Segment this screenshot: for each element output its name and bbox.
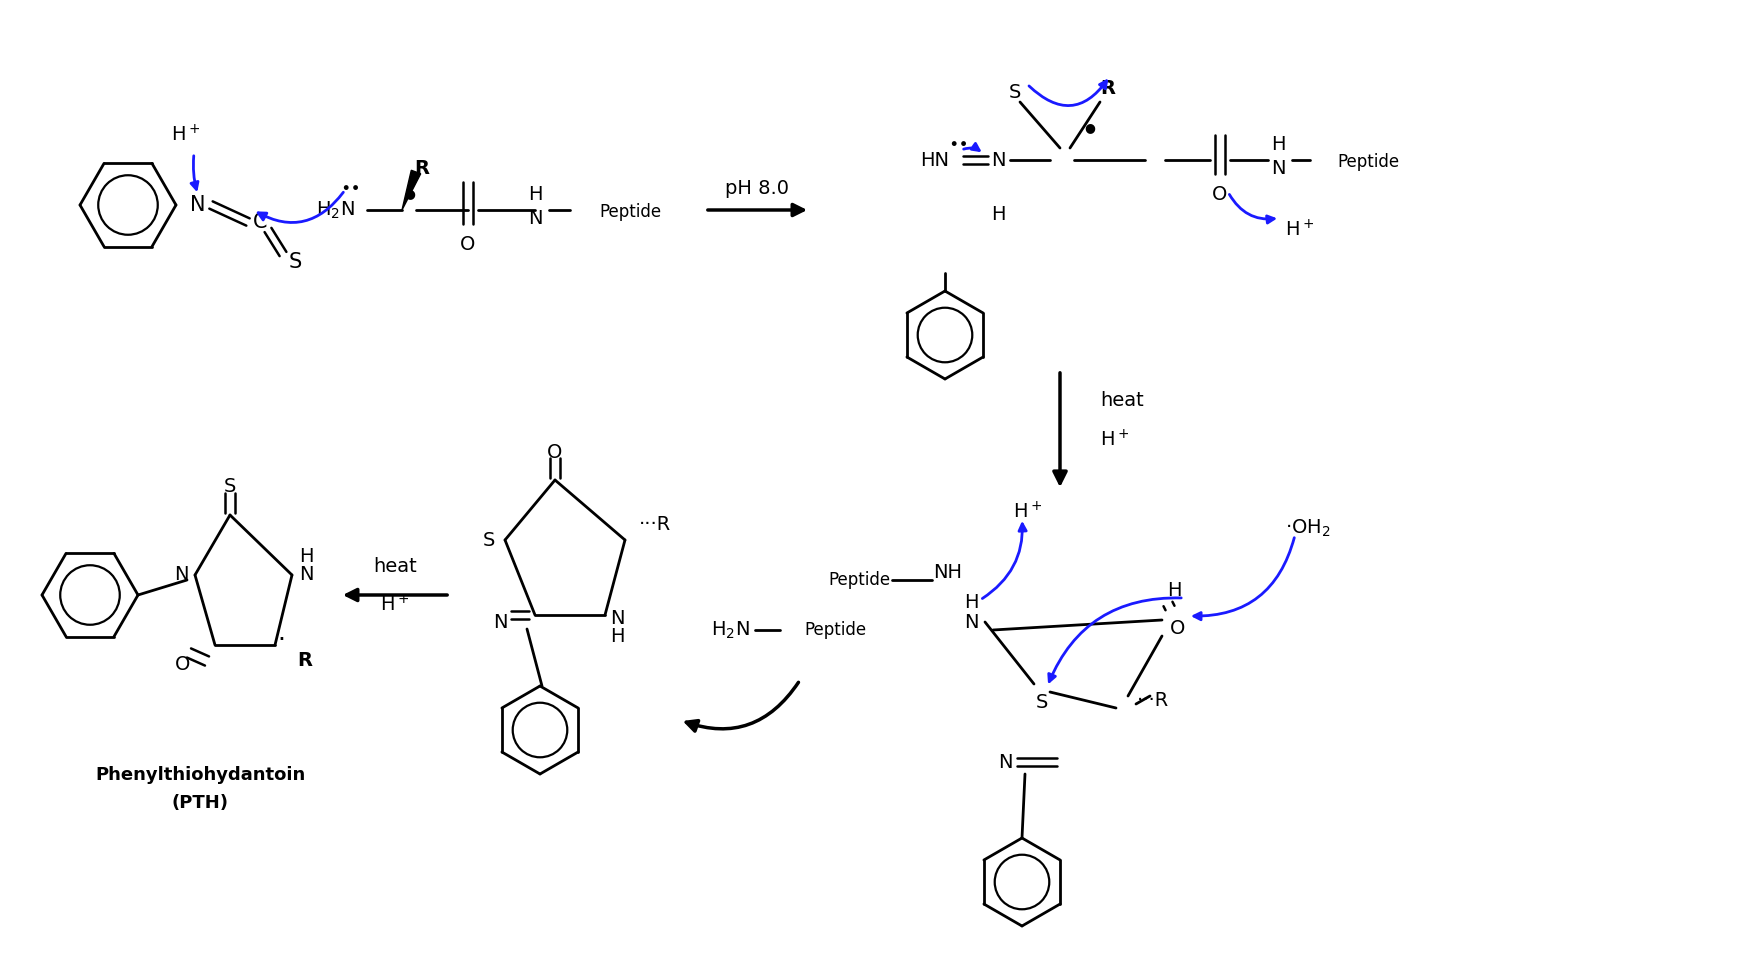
Text: N: N [963, 613, 979, 631]
Text: heat: heat [373, 557, 416, 577]
Text: R: R [415, 158, 430, 178]
Text: H: H [610, 628, 624, 646]
Text: N: N [610, 609, 624, 629]
Text: Peptide: Peptide [805, 621, 866, 639]
Text: N: N [298, 565, 314, 585]
FancyArrowPatch shape [1230, 194, 1273, 224]
Text: H$^+$: H$^+$ [380, 594, 409, 616]
FancyArrowPatch shape [982, 524, 1026, 598]
Text: H: H [1167, 581, 1181, 599]
Text: N: N [493, 614, 507, 632]
Text: ·: · [277, 628, 286, 652]
Text: (PTH): (PTH) [171, 794, 228, 812]
Text: ···R: ···R [639, 515, 671, 535]
Text: H$^+$: H$^+$ [1014, 502, 1043, 523]
Text: heat: heat [1099, 390, 1144, 410]
Text: S: S [223, 477, 237, 497]
Text: N: N [528, 209, 542, 227]
Text: Peptide: Peptide [1336, 153, 1399, 171]
FancyArrowPatch shape [258, 192, 343, 223]
Text: pH 8.0: pH 8.0 [725, 179, 789, 197]
Text: H: H [1270, 135, 1286, 153]
Text: S: S [289, 252, 301, 272]
Text: ∙∙: ∙∙ [341, 179, 361, 197]
Text: O: O [1212, 184, 1228, 204]
Text: S: S [483, 531, 495, 549]
Text: H$_2$N: H$_2$N [315, 199, 354, 221]
FancyArrowPatch shape [1193, 538, 1294, 620]
FancyArrowPatch shape [707, 204, 803, 216]
Text: ●: ● [404, 187, 415, 200]
Text: O: O [547, 442, 563, 462]
Polygon shape [402, 170, 420, 210]
Text: N: N [991, 150, 1005, 170]
Text: ∙∙: ∙∙ [949, 135, 969, 153]
Text: R: R [298, 650, 312, 670]
Text: O: O [1171, 619, 1186, 637]
Text: H: H [991, 205, 1005, 224]
Text: H: H [963, 592, 979, 612]
FancyArrowPatch shape [1030, 81, 1106, 105]
Text: ●: ● [1085, 121, 1096, 135]
Text: H: H [298, 548, 314, 566]
FancyArrowPatch shape [192, 156, 199, 189]
Text: H$^+$: H$^+$ [1099, 429, 1129, 451]
Text: ···R: ···R [1138, 690, 1169, 710]
Text: C: C [253, 212, 267, 232]
Text: N: N [1270, 158, 1286, 178]
Text: Peptide: Peptide [827, 571, 890, 589]
Text: S: S [1036, 693, 1049, 712]
Text: O: O [176, 656, 190, 674]
Text: HN: HN [920, 150, 949, 170]
FancyArrowPatch shape [963, 143, 979, 150]
Text: H: H [528, 184, 542, 204]
FancyArrowPatch shape [686, 682, 798, 731]
Text: R: R [1101, 78, 1115, 98]
Text: S: S [1009, 83, 1021, 102]
Text: N: N [998, 752, 1012, 771]
Text: Peptide: Peptide [599, 203, 660, 221]
Text: H$^+$: H$^+$ [171, 124, 200, 145]
Text: N: N [190, 195, 206, 215]
Text: H$^+$: H$^+$ [1286, 220, 1315, 241]
Text: N: N [174, 565, 188, 585]
Text: ·OH$_2$: ·OH$_2$ [1286, 517, 1331, 539]
FancyArrowPatch shape [347, 590, 448, 600]
Text: Phenylthiohydantoin: Phenylthiohydantoin [94, 766, 305, 784]
Text: H$_2$N: H$_2$N [711, 620, 749, 640]
Text: NH: NH [934, 562, 963, 582]
FancyArrowPatch shape [1049, 598, 1181, 681]
FancyArrowPatch shape [1054, 373, 1066, 483]
Text: O: O [460, 234, 476, 254]
